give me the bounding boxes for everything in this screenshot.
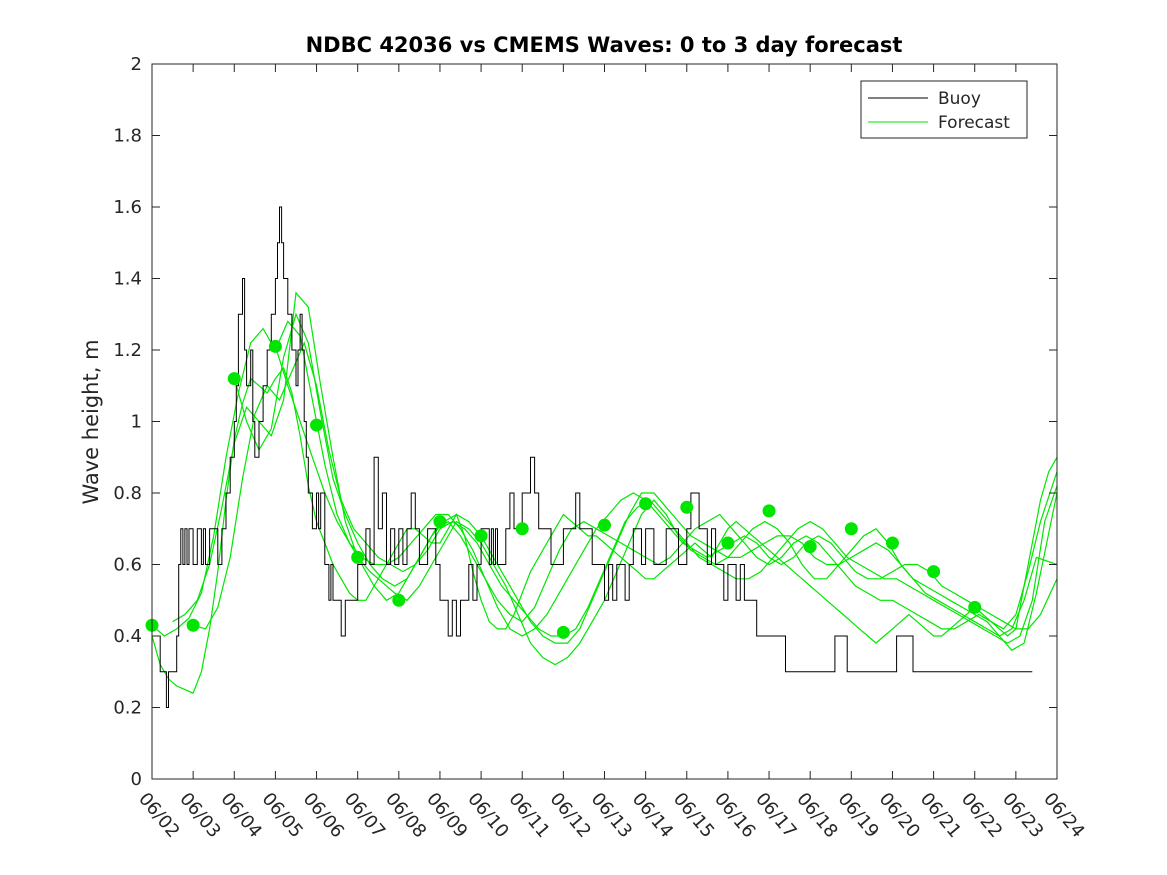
- forecast-point: [433, 515, 447, 529]
- forecast-point: [227, 372, 241, 386]
- forecast-point: [844, 522, 858, 536]
- forecast-point: [392, 593, 406, 607]
- forecast-point: [351, 550, 365, 564]
- plot-area: [145, 206, 1058, 708]
- forecast-point: [762, 504, 776, 518]
- y-tick-label: 0.2: [113, 698, 142, 719]
- forecast-point: [968, 600, 982, 614]
- y-tick-label: 2: [131, 54, 142, 75]
- forecast-point: [310, 418, 324, 432]
- forecast-points-layer: [145, 339, 982, 639]
- y-ticks: 0 0.2 0.4 0.6 0.8 1 1.2 1.4 1.6 1.8 2: [113, 54, 1057, 790]
- y-tick-label: 1.2: [113, 340, 142, 361]
- forecast-series-line-0: [151, 366, 1058, 695]
- y-tick-label: 1.4: [113, 269, 142, 290]
- forecast-point: [556, 625, 570, 639]
- forecast-point: [639, 497, 653, 511]
- buoy-series-line: [152, 206, 1033, 708]
- forecast-series-line-5: [274, 346, 1058, 637]
- y-tick-label: 0.6: [113, 555, 142, 576]
- forecast-point: [927, 565, 941, 579]
- chart-title: NDBC 42036 vs CMEMS Waves: 0 to 3 day fo…: [306, 33, 903, 57]
- forecast-point: [803, 540, 817, 554]
- series-layer: [151, 206, 1058, 708]
- y-tick-label: 1.8: [113, 126, 142, 147]
- forecast-series-line-3: [192, 341, 1058, 644]
- y-axis-label: Wave height, m: [79, 339, 103, 504]
- forecast-point: [885, 536, 899, 550]
- legend: Buoy Forecast: [860, 80, 1028, 139]
- legend-label-forecast: Forecast: [938, 113, 1010, 133]
- forecast-point: [515, 522, 529, 536]
- y-tick-label: 0.4: [113, 626, 142, 647]
- y-tick-label: 0.8: [113, 483, 142, 504]
- legend-label-buoy: Buoy: [938, 89, 981, 109]
- y-tick-label: 1: [131, 412, 142, 433]
- legend-box: [860, 80, 1028, 139]
- forecast-point: [268, 339, 282, 353]
- forecast-point: [721, 536, 735, 550]
- forecast-point: [598, 518, 611, 532]
- y-tick-label: 0: [131, 769, 142, 790]
- forecast-point: [186, 618, 200, 632]
- forecast-point: [680, 500, 694, 514]
- forecast-point: [474, 529, 488, 543]
- y-tick-label: 1.6: [113, 197, 142, 218]
